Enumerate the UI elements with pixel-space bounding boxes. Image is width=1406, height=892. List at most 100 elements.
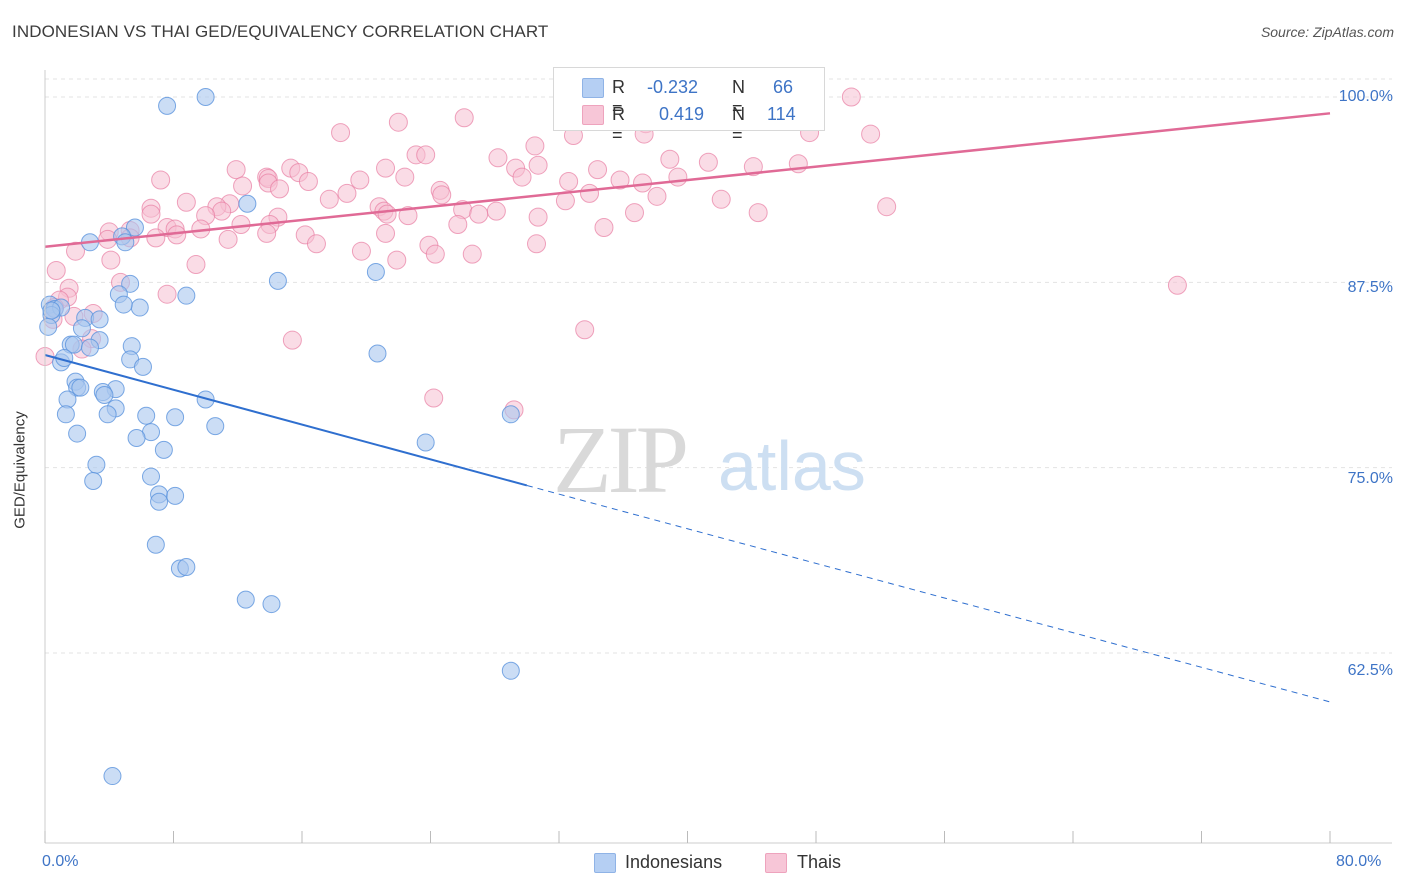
correlation-legend: R = -0.232 N = 66 R = 0.419 N = 114 bbox=[553, 67, 825, 145]
indonesians-point bbox=[127, 429, 146, 448]
thais-point bbox=[861, 124, 881, 144]
thais-point bbox=[711, 189, 731, 209]
x-tick-label-left: 0.0% bbox=[42, 853, 79, 870]
indonesians-point bbox=[177, 286, 196, 305]
indonesians-point bbox=[72, 319, 91, 338]
indonesians-point bbox=[133, 357, 152, 376]
thais-point bbox=[1167, 275, 1187, 295]
indonesians-point bbox=[196, 88, 215, 106]
thais-point bbox=[257, 223, 277, 243]
thais-point bbox=[486, 201, 506, 221]
watermark-zip: ZIP bbox=[553, 406, 686, 513]
indonesians-point bbox=[177, 558, 196, 577]
thais-point bbox=[841, 87, 861, 107]
legend-r-label: R = bbox=[612, 77, 625, 118]
indonesians-point bbox=[121, 274, 140, 293]
thais-point bbox=[528, 207, 548, 227]
thais-point bbox=[610, 170, 630, 190]
legend-swatch-thais bbox=[582, 105, 604, 125]
thais-point bbox=[176, 192, 196, 212]
thais-point bbox=[424, 388, 444, 408]
indonesians-point bbox=[130, 298, 149, 317]
bottom-legend-thais: Thais bbox=[797, 852, 842, 872]
thais-point bbox=[282, 330, 302, 350]
indonesians-point bbox=[103, 767, 122, 786]
thais-point bbox=[46, 260, 66, 280]
indonesians-point bbox=[90, 310, 109, 329]
indonesians-point bbox=[150, 492, 169, 511]
thais-point bbox=[647, 186, 667, 206]
thais-point bbox=[319, 189, 339, 209]
legend-r-label: R = bbox=[612, 104, 625, 145]
trend-lines bbox=[44, 112, 1331, 703]
thais-point bbox=[454, 108, 474, 128]
indonesians-point bbox=[146, 535, 165, 554]
indonesians-point bbox=[56, 405, 75, 424]
indonesians-point bbox=[154, 440, 173, 459]
indonesians-point bbox=[116, 233, 135, 252]
thais-point bbox=[388, 112, 408, 132]
thais-point bbox=[218, 229, 238, 249]
x-tick-label-right: 80.0% bbox=[1336, 853, 1382, 870]
indonesians-point bbox=[80, 338, 99, 357]
thais-point bbox=[660, 149, 680, 169]
thais-point bbox=[698, 152, 718, 172]
thais-point bbox=[528, 155, 548, 175]
indonesians-point bbox=[501, 661, 520, 680]
indonesians-point bbox=[84, 472, 103, 491]
indonesians-point bbox=[262, 595, 281, 614]
thais-point bbox=[588, 160, 608, 180]
thais-point bbox=[270, 179, 290, 199]
grid-layer bbox=[45, 78, 1392, 654]
indonesians-point bbox=[501, 405, 520, 424]
legend-n-value: 114 bbox=[767, 104, 796, 124]
thais-point bbox=[432, 185, 452, 205]
y-tick-label: 75.0% bbox=[1347, 470, 1393, 487]
x-axis bbox=[44, 70, 1392, 844]
thais-point bbox=[398, 206, 418, 226]
bottom-legend-swatch-indonesians bbox=[594, 853, 616, 873]
thais-trend-line bbox=[44, 112, 1331, 248]
thais-point bbox=[337, 183, 357, 203]
indonesians-trend-line bbox=[44, 354, 528, 487]
thais-point bbox=[350, 170, 370, 190]
thais-point bbox=[376, 223, 396, 243]
source-label: Source: ZipAtlas.com bbox=[1260, 24, 1394, 40]
thais-point bbox=[387, 250, 407, 270]
indonesians-point bbox=[125, 218, 144, 237]
thais-point bbox=[146, 228, 166, 248]
thais-point bbox=[212, 201, 232, 221]
thais-point bbox=[575, 320, 595, 340]
indonesians-point bbox=[137, 406, 156, 425]
thais-point bbox=[748, 203, 768, 223]
indonesians-point bbox=[114, 295, 133, 314]
legend-n-label: N = bbox=[732, 104, 745, 145]
indonesians-point bbox=[368, 344, 387, 363]
indonesians-point bbox=[95, 386, 114, 405]
thais-point bbox=[306, 234, 326, 254]
thais-point bbox=[559, 172, 579, 192]
legend-swatch-indonesians bbox=[582, 78, 604, 98]
thais-point bbox=[351, 241, 371, 261]
indonesians-point bbox=[158, 96, 177, 115]
y-tick-label: 100.0% bbox=[1338, 88, 1393, 105]
thais-point bbox=[877, 197, 897, 217]
indonesians-point bbox=[58, 390, 77, 409]
thais-point bbox=[525, 136, 545, 156]
thais-point bbox=[66, 241, 86, 261]
thais-point bbox=[376, 158, 396, 178]
thais-point bbox=[668, 167, 688, 187]
indonesians-point bbox=[416, 433, 435, 452]
y-tick-label: 87.5% bbox=[1347, 279, 1393, 296]
indonesians-point bbox=[238, 194, 257, 213]
thais-point bbox=[425, 244, 445, 264]
thais-point bbox=[226, 160, 246, 180]
thais-point bbox=[580, 183, 600, 203]
indonesians-point bbox=[39, 317, 58, 336]
thais-point bbox=[512, 167, 532, 187]
legend-n-value: 66 bbox=[773, 77, 794, 97]
thais-point bbox=[157, 284, 177, 304]
thais-point bbox=[462, 244, 482, 264]
legend-n-label: N = bbox=[732, 77, 745, 118]
